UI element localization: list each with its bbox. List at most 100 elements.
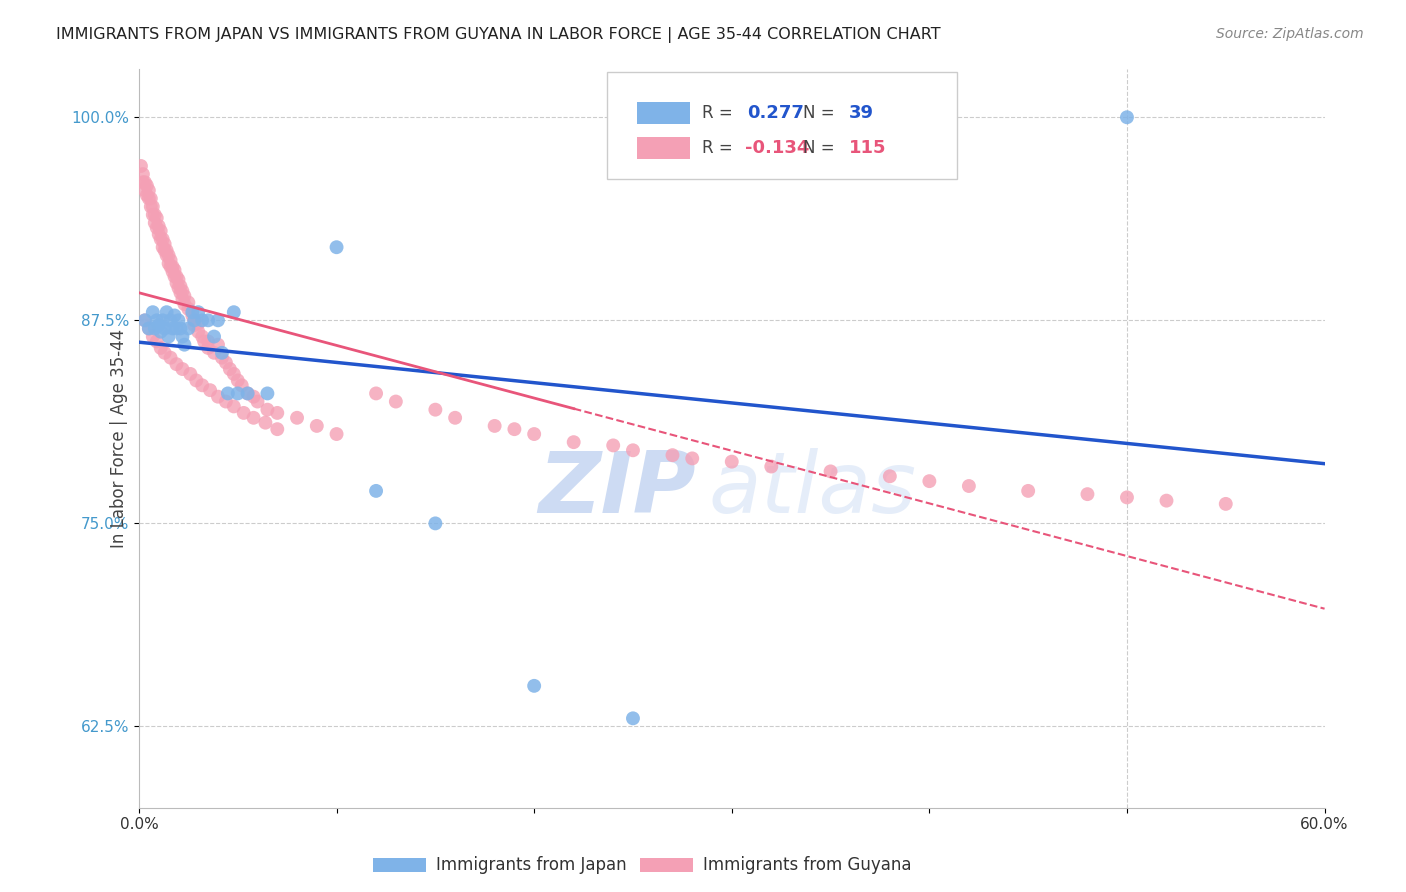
Text: atlas: atlas xyxy=(709,449,917,532)
Point xyxy=(138,321,160,335)
Point xyxy=(503,422,526,436)
Point xyxy=(153,244,176,258)
Point xyxy=(1215,497,1237,511)
Point xyxy=(187,325,209,339)
Point xyxy=(425,402,447,417)
Point xyxy=(145,211,167,225)
Point xyxy=(484,418,506,433)
Point xyxy=(523,679,546,693)
Point xyxy=(169,321,191,335)
Point xyxy=(193,334,215,349)
Point xyxy=(222,367,245,381)
Point xyxy=(232,406,254,420)
Point xyxy=(139,192,162,206)
Point xyxy=(425,516,447,531)
Point xyxy=(183,313,205,327)
Point xyxy=(169,285,191,300)
Point xyxy=(222,400,245,414)
Point xyxy=(879,469,901,483)
Point xyxy=(364,386,387,401)
Point xyxy=(157,329,180,343)
Point xyxy=(202,329,225,343)
Text: ZIP: ZIP xyxy=(538,449,696,532)
Point xyxy=(159,253,181,268)
Point xyxy=(602,438,624,452)
Text: IMMIGRANTS FROM JAPAN VS IMMIGRANTS FROM GUYANA IN LABOR FORCE | AGE 35-44 CORRE: IMMIGRANTS FROM JAPAN VS IMMIGRANTS FROM… xyxy=(56,27,941,43)
Point xyxy=(167,273,190,287)
Point xyxy=(134,313,156,327)
Point xyxy=(207,337,229,351)
Point xyxy=(172,292,194,306)
Point xyxy=(167,313,190,327)
Point xyxy=(444,410,467,425)
Point xyxy=(242,410,264,425)
Point xyxy=(159,260,181,274)
Point xyxy=(167,281,190,295)
Point xyxy=(207,390,229,404)
Point xyxy=(138,192,160,206)
Point xyxy=(152,240,174,254)
Point xyxy=(173,297,195,311)
Point xyxy=(177,301,200,316)
Point xyxy=(142,305,165,319)
Point xyxy=(1076,487,1098,501)
Point xyxy=(211,346,233,360)
Point xyxy=(720,455,742,469)
Point xyxy=(1156,493,1178,508)
Point xyxy=(149,341,172,355)
Point xyxy=(325,427,347,442)
Point xyxy=(145,334,167,349)
Point xyxy=(129,159,152,173)
Point xyxy=(159,351,181,365)
Point xyxy=(918,474,941,488)
Point xyxy=(364,483,387,498)
Point xyxy=(142,200,165,214)
Point xyxy=(181,305,204,319)
Point xyxy=(138,321,160,335)
Point xyxy=(179,367,201,381)
Point xyxy=(145,220,167,235)
Point xyxy=(132,175,155,189)
Point xyxy=(152,313,174,327)
FancyBboxPatch shape xyxy=(637,102,690,124)
Point xyxy=(236,386,259,401)
Text: N =: N = xyxy=(803,138,839,157)
Point xyxy=(254,416,277,430)
Point xyxy=(149,232,172,246)
Point xyxy=(172,284,194,298)
Point xyxy=(148,318,170,333)
Point xyxy=(222,305,245,319)
Point xyxy=(152,232,174,246)
Point xyxy=(177,295,200,310)
Point xyxy=(163,269,186,284)
Point xyxy=(142,208,165,222)
Point xyxy=(246,394,269,409)
Point xyxy=(148,219,170,233)
Point xyxy=(266,422,288,436)
Point xyxy=(761,459,783,474)
Point xyxy=(173,337,195,351)
Point xyxy=(132,167,155,181)
Point xyxy=(172,362,194,376)
Point xyxy=(143,208,166,222)
Point xyxy=(156,305,179,319)
Point xyxy=(153,237,176,252)
Point xyxy=(166,321,188,335)
Point xyxy=(242,390,264,404)
Point xyxy=(1116,491,1139,505)
Point xyxy=(163,263,186,277)
Point xyxy=(187,305,209,319)
Point xyxy=(172,329,194,343)
Point xyxy=(159,313,181,327)
Point xyxy=(226,373,249,387)
Point xyxy=(183,313,205,327)
Point xyxy=(621,443,644,458)
Point xyxy=(621,711,644,725)
Point xyxy=(139,200,162,214)
Text: 39: 39 xyxy=(849,103,875,122)
Point xyxy=(153,346,176,360)
Point xyxy=(562,435,585,450)
Point xyxy=(236,386,259,401)
Point xyxy=(197,334,219,349)
Point xyxy=(215,355,238,369)
